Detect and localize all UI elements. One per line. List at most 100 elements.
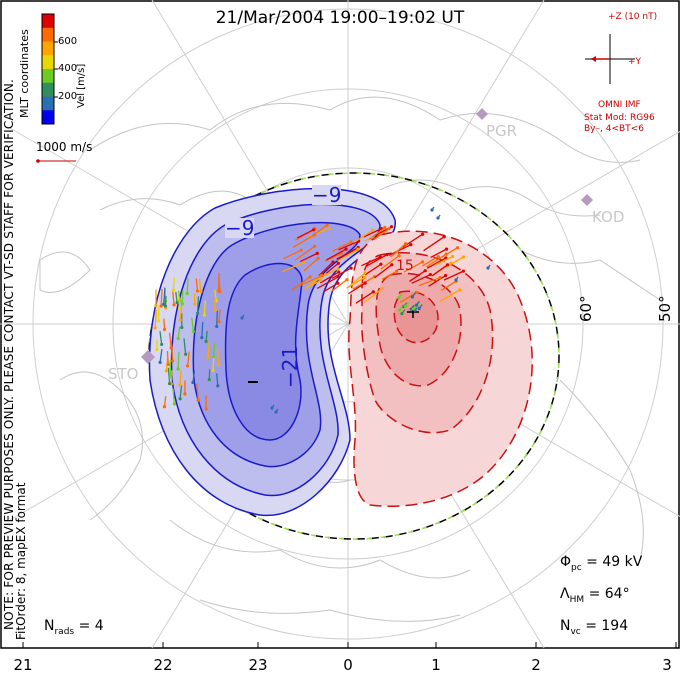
- contour-label-neg-outer: −9: [225, 216, 255, 240]
- stat-n-vc-value: = 194: [585, 618, 629, 634]
- velocity-vector: [163, 396, 167, 407]
- velocity-vector: [179, 385, 183, 399]
- velocity-vector-origin: [400, 312, 404, 316]
- velocity-vector-origin: [397, 254, 401, 258]
- velocity-vector-origin: [387, 227, 391, 231]
- velocity-vector: [212, 343, 216, 357]
- velocity-vector: [388, 244, 412, 256]
- velocity-vector: [217, 272, 220, 291]
- velocity-vector-origin: [390, 263, 394, 267]
- velocity-vector-origin: [176, 367, 180, 371]
- velocity-vector-origin: [423, 269, 427, 273]
- velocity-vector-origin: [379, 262, 383, 266]
- velocity-vector-origin: [166, 362, 170, 367]
- velocity-vector: [364, 263, 382, 276]
- velocity-vector: [283, 249, 302, 260]
- velocity-vector-origin: [389, 225, 394, 229]
- velocity-vector: [441, 280, 457, 291]
- velocity-vector: [159, 349, 163, 363]
- velocity-vector: [423, 236, 445, 252]
- stat-n-rads-value: = 4: [78, 618, 104, 634]
- velocity-vector-origin: [430, 208, 434, 212]
- velocity-vector-origin: [308, 275, 312, 279]
- velocity-vector-origin: [461, 269, 466, 273]
- station-markers: [141, 108, 593, 364]
- velocity-vector: [216, 347, 220, 365]
- velocity-vector: [172, 277, 175, 291]
- velocity-vector-origin: [371, 290, 375, 294]
- imf-dial: [585, 34, 635, 84]
- velocity-vector: [403, 261, 423, 273]
- velocity-vector-origin: [415, 290, 419, 294]
- velocity-vector-origin: [270, 406, 274, 410]
- velocity-vector-origin: [163, 304, 168, 308]
- velocity-vector: [196, 296, 200, 314]
- velocity-vector-origin: [178, 383, 182, 387]
- velocity-vector-origin: [199, 290, 203, 294]
- velocity-vector: [316, 276, 339, 289]
- velocity-vector-origin: [216, 363, 221, 367]
- velocity-vector-origin: [204, 339, 208, 344]
- mlt-label-23: 23: [248, 656, 268, 674]
- velocity-vector-origin: [202, 313, 207, 317]
- velocity-vector-origin: [403, 242, 408, 246]
- velocity-vector: [175, 291, 178, 303]
- colorbar-segment: [42, 69, 54, 84]
- velocity-vector-origin: [193, 302, 197, 306]
- fit-order: FitOrder: 8, mapEX format: [14, 482, 28, 640]
- colorbar-segment: [42, 110, 54, 125]
- stat-lambda-hm-value: = 64°: [588, 586, 630, 602]
- velocity-vector-origin: [444, 247, 449, 251]
- velocity-vector-origin: [428, 272, 432, 277]
- velocity-vector-origin: [383, 225, 387, 230]
- velocity-vector-origin: [336, 267, 340, 271]
- colorbar-tick-400: 400: [58, 63, 78, 74]
- velocity-vector-origin: [363, 281, 367, 285]
- velocity-vector-origin: [344, 247, 348, 251]
- station-label-sto: STO: [108, 365, 139, 383]
- plot-title: 21/Mar/2004 19:00–19:02 UT: [215, 8, 465, 28]
- positive-potential-cell: [348, 230, 533, 507]
- velocity-vector-origin: [196, 398, 200, 402]
- contour-label-pos: 15: [396, 258, 414, 274]
- velocity-vector: [166, 350, 169, 365]
- velocity-vector: [186, 277, 189, 294]
- velocity-vector: [207, 341, 210, 358]
- mlt-ticks: [22, 642, 677, 648]
- velocity-vector-origin: [417, 306, 421, 311]
- reference-vector-dot: [36, 159, 40, 163]
- velocity-vector: [163, 318, 166, 330]
- mlt-label-22: 22: [153, 656, 173, 674]
- velocity-vector-origin: [155, 348, 159, 352]
- stat-n-rads: Nrads = 4: [44, 618, 104, 637]
- velocity-vector: [336, 246, 359, 260]
- velocity-vector: [409, 270, 426, 282]
- velocity-vector-origin: [159, 304, 163, 308]
- colorbar-ticks: [54, 41, 58, 98]
- velocity-vector: [291, 276, 311, 291]
- velocity-vector: [178, 290, 181, 301]
- contour-label-neg-min: −21: [278, 345, 302, 388]
- velocity-vector: [434, 255, 453, 266]
- velocity-vector-origin: [411, 307, 416, 311]
- velocity-vector-origin: [312, 244, 317, 248]
- velocity-vector-origin: [345, 278, 349, 282]
- velocity-vector: [218, 309, 221, 322]
- velocity-vector: [307, 227, 330, 238]
- velocity-vector: [380, 255, 400, 270]
- velocity-vector-origin: [299, 248, 303, 252]
- velocity-vector: [319, 271, 340, 284]
- velocity-vector-origin: [325, 223, 329, 227]
- velocity-vector-origin: [445, 263, 450, 267]
- contour-label-neg-mid: −9: [312, 183, 342, 207]
- velocity-vector-origin: [444, 273, 448, 278]
- colorbar-tick-200: 200: [58, 91, 78, 102]
- velocity-vector-origin: [217, 289, 221, 293]
- velocity-vector-origin: [180, 302, 184, 306]
- velocity-vector-origin: [162, 327, 167, 332]
- velocity-vector-origin: [154, 303, 158, 308]
- velocity-vector: [411, 273, 431, 284]
- velocity-colorbar: [42, 14, 54, 125]
- stat-lambda-hm: ΛHM = 64°: [560, 586, 630, 605]
- colorbar-segment: [42, 27, 54, 42]
